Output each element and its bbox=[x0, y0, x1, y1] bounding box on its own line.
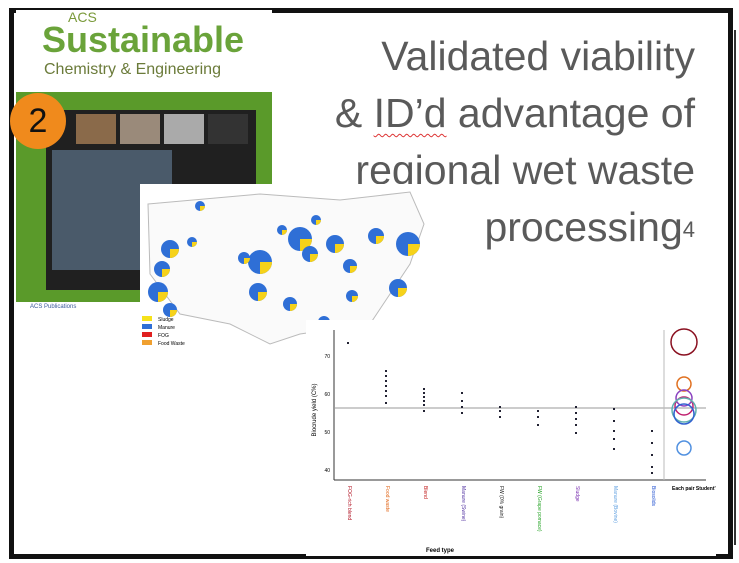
sample-dot bbox=[575, 406, 577, 408]
site-pie-slice bbox=[398, 288, 407, 297]
sample-dot bbox=[613, 430, 615, 432]
sample-dot bbox=[423, 396, 425, 398]
category-label: FW (0% grain) bbox=[498, 486, 504, 519]
sample-dot bbox=[461, 406, 463, 408]
category-label: Blend bbox=[422, 486, 428, 499]
sample-dot bbox=[385, 380, 387, 382]
sample-dot bbox=[613, 438, 615, 440]
sample-dot bbox=[537, 424, 539, 426]
spell-marked: ID’d bbox=[374, 90, 447, 136]
cover-photo bbox=[120, 114, 160, 144]
y-tick-label: 70 bbox=[324, 354, 330, 360]
sample-dot bbox=[575, 432, 577, 434]
sample-dot bbox=[651, 466, 653, 468]
publisher: ACS Publications bbox=[30, 304, 76, 310]
legend-swatch bbox=[142, 316, 152, 321]
edge-line bbox=[734, 30, 736, 545]
sample-dot bbox=[385, 390, 387, 392]
sample-dot bbox=[651, 442, 653, 444]
category-label: Biosolids bbox=[650, 486, 656, 507]
journal-name: Sustainable bbox=[42, 19, 244, 60]
legend-swatch bbox=[142, 332, 152, 337]
sample-dot bbox=[575, 412, 577, 414]
sample-dot bbox=[613, 420, 615, 422]
y-tick-label: 60 bbox=[324, 392, 330, 398]
legend-label: Food Waste bbox=[158, 341, 185, 346]
sample-dot bbox=[537, 410, 539, 412]
category-label: Food waste bbox=[384, 486, 390, 512]
legend-label: Manure bbox=[158, 325, 175, 331]
y-tick-label: 50 bbox=[324, 430, 330, 436]
cover-photo bbox=[76, 114, 116, 144]
test-note: Each pair Student's t 0.05 bbox=[672, 486, 716, 492]
category-label: FOG-rich blend bbox=[346, 486, 352, 520]
map-legend: Sludge Manure FOG Food Waste bbox=[142, 316, 185, 346]
legend-label: Sludge bbox=[158, 317, 174, 323]
slide: {"cover": {"journal_top": "ACS", "journa… bbox=[0, 0, 739, 563]
site-pie-slice bbox=[170, 310, 177, 317]
legend-label: FOG bbox=[158, 333, 169, 339]
sample-dot bbox=[499, 406, 501, 408]
heading-line-text: & ID’d advantage of bbox=[335, 90, 695, 136]
heading-line: Validated viability bbox=[335, 28, 695, 85]
sample-dot bbox=[461, 412, 463, 414]
superscript: 4 bbox=[683, 217, 695, 242]
sample-dot bbox=[423, 388, 425, 390]
sample-dot bbox=[613, 408, 615, 410]
sample-dot bbox=[461, 400, 463, 402]
category-label: Sludge bbox=[574, 486, 580, 502]
sample-dot bbox=[385, 375, 387, 377]
sample-dot bbox=[499, 416, 501, 418]
chart-content: 70 60 50 40 FOG-rich blend Food waste Blend Man… bbox=[324, 329, 716, 532]
sample-dot bbox=[499, 410, 501, 412]
sample-dot bbox=[651, 430, 653, 432]
cover-photo bbox=[208, 114, 248, 144]
legend-swatch bbox=[142, 324, 152, 329]
inset-chart: Biocrude yield (C%) Feed type 70 60 50 40 FO… bbox=[306, 320, 716, 556]
heading-line: & ID’d advantage of bbox=[335, 85, 695, 142]
sample-dot bbox=[385, 402, 387, 404]
sample-dot bbox=[385, 395, 387, 397]
sample-dot bbox=[385, 370, 387, 372]
y-tick-label: 40 bbox=[324, 468, 330, 474]
category-label: Manure (Bovine) bbox=[612, 486, 618, 523]
site-pie-slice bbox=[408, 244, 420, 256]
sample-dot bbox=[651, 454, 653, 456]
comparison-circle bbox=[674, 404, 694, 424]
comparison-circle bbox=[677, 441, 691, 455]
category-label: Manure (Swine) bbox=[460, 486, 466, 522]
x-label: Feed type bbox=[426, 548, 455, 554]
sample-dot bbox=[347, 342, 349, 344]
legend-swatch bbox=[142, 340, 152, 345]
sample-dot bbox=[423, 410, 425, 412]
site-pie-slice bbox=[158, 292, 168, 302]
sample-dot bbox=[613, 448, 615, 450]
journal-sub: Chemistry & Engineering bbox=[44, 61, 221, 78]
category-label: FW (Grape pomace) bbox=[536, 486, 542, 532]
sample-dot bbox=[423, 404, 425, 406]
sample-dot bbox=[423, 400, 425, 402]
sample-dot bbox=[651, 472, 653, 474]
sample-dot bbox=[575, 424, 577, 426]
heading-line-text: processing bbox=[484, 204, 682, 250]
comparison-circle bbox=[671, 329, 697, 355]
sample-dot bbox=[537, 416, 539, 418]
cover-photo bbox=[164, 114, 204, 144]
sample-dot bbox=[385, 385, 387, 387]
sample-dot bbox=[461, 392, 463, 394]
y-label: Biocrude yield (C%) bbox=[312, 383, 318, 436]
number-badge: 2 bbox=[10, 93, 66, 149]
sample-dot bbox=[575, 418, 577, 420]
comparison-circle bbox=[677, 377, 691, 391]
sample-dot bbox=[423, 392, 425, 394]
